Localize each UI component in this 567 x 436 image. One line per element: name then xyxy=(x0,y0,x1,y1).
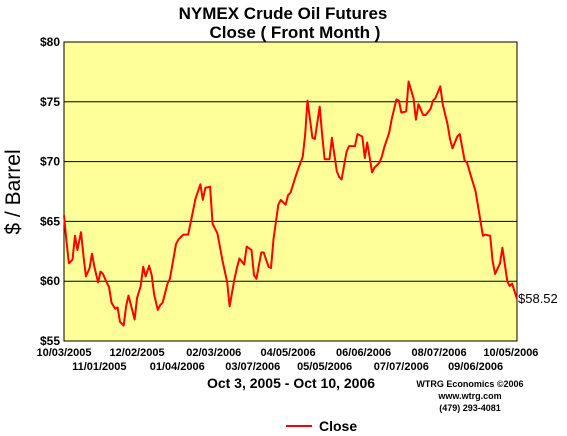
last-value-label: $58.52 xyxy=(518,291,558,306)
x-tick-label: 04/05/2006 xyxy=(261,347,316,359)
legend-label-close: Close xyxy=(319,418,357,434)
y-tick-label: $75 xyxy=(40,95,60,109)
series-line-close xyxy=(63,80,518,327)
x-axis-label: Oct 3, 2005 - Oct 10, 2006 xyxy=(207,375,375,391)
y-tick-label: $65 xyxy=(40,214,60,228)
credit-line-3: (479) 293-4081 xyxy=(439,403,501,413)
x-tick-label: 05/05/2006 xyxy=(297,361,352,373)
x-tick-label: 08/07/2006 xyxy=(412,347,467,359)
credit-line-1: WTRG Economics ©2006 xyxy=(416,379,523,389)
x-tick-label: 06/06/2006 xyxy=(336,347,391,359)
x-tick-label: 10/03/2005 xyxy=(36,347,91,359)
credit-line-2: www.wtrg.com xyxy=(437,391,501,401)
y-axis-label: $ / Barrel xyxy=(2,149,25,234)
chart-title: NYMEX Crude Oil Futures xyxy=(179,4,388,23)
y-tick-label: $60 xyxy=(40,274,60,288)
y-tick-labels: $55 $60 $65 $70 $75 $80 xyxy=(40,35,60,348)
x-tick-labels: 10/03/2005 12/02/2005 02/03/2006 04/05/2006… xyxy=(36,347,538,373)
x-tick-label: 01/04/2006 xyxy=(150,361,205,373)
grid-lines xyxy=(64,101,517,282)
x-tick-label: 11/01/2005 xyxy=(72,361,126,373)
x-tick-label: 02/03/2006 xyxy=(186,347,241,359)
x-tick-label: 07/07/2006 xyxy=(374,361,429,373)
x-tick-label: 09/06/2006 xyxy=(448,361,503,373)
series-group xyxy=(63,80,518,327)
chart-subtitle: Close ( Front Month ) xyxy=(210,23,381,42)
x-tick-label: 12/02/2005 xyxy=(110,347,165,359)
x-tick-label: 03/07/2006 xyxy=(225,361,280,373)
x-tick-label: 10/05/2006 xyxy=(483,347,538,359)
y-tick-label: $80 xyxy=(40,35,60,49)
y-tick-label: $55 xyxy=(40,334,60,348)
y-tick-label: $70 xyxy=(40,155,60,169)
legend: Close xyxy=(286,418,357,434)
